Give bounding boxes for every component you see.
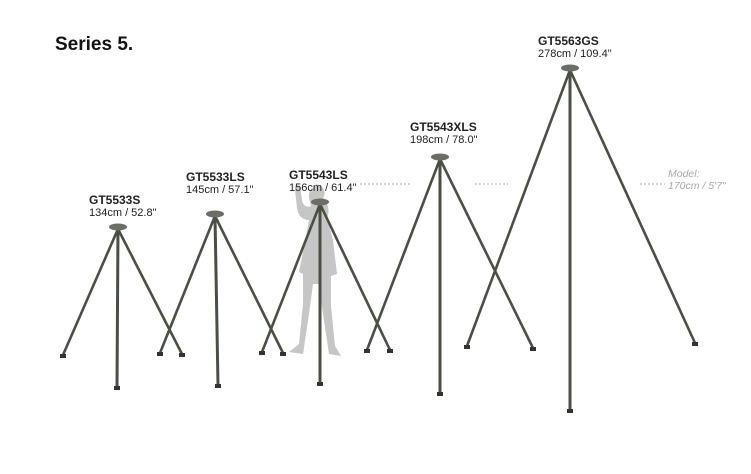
tripod-foot [364, 349, 370, 353]
model-label: Model: [668, 168, 700, 180]
tripod-label-gt5543xls: GT5543XLS 198cm / 78.0" [410, 121, 478, 147]
tripod-name: GT5563GS [538, 34, 599, 48]
tripod-leg [115, 227, 120, 389]
tripod-leg [158, 214, 217, 355]
tripod-leg [213, 214, 220, 387]
tripod-foot [60, 354, 66, 358]
tripod-leg [465, 68, 572, 348]
tripod-label-gt5543ls: GT5543LS 156cm / 61.4" [289, 169, 357, 195]
model-height: 170cm / 5'7" [668, 180, 726, 192]
tripod-foot [179, 353, 185, 357]
tripod-size: 145cm / 57.1" [186, 184, 254, 196]
tripod-leg [438, 157, 535, 350]
tripod-gt5533s [60, 223, 185, 390]
tripod-name: GT5543XLS [410, 120, 477, 134]
tripod-label-gt5563gs: GT5563GS 278cm / 109.4" [538, 35, 612, 61]
tripod-foot [259, 351, 265, 355]
series-title: Series 5. [55, 34, 134, 55]
tripod-foot [437, 392, 443, 396]
tripod-leg [365, 157, 442, 352]
tripod-foot [530, 347, 536, 351]
tripod-leg [318, 202, 392, 352]
tripod-foot [280, 352, 286, 356]
tripod-foot [317, 382, 323, 386]
tripod-size: 278cm / 109.4" [538, 48, 612, 60]
tripod-size: 198cm / 78.0" [410, 134, 478, 146]
tripod-foot [157, 352, 163, 356]
tripod-size: 134cm / 52.8" [89, 207, 157, 219]
tripod-gt5563gs [464, 64, 698, 413]
tripod-leg [213, 214, 285, 355]
tripod-size: 156cm / 61.4" [289, 182, 357, 194]
tripod-gt5533ls [157, 210, 286, 388]
tripod-head [561, 64, 579, 72]
tripod-foot [464, 345, 470, 349]
tripod-leg [568, 68, 697, 345]
tripod-label-gt5533ls: GT5533LS 145cm / 57.1" [186, 171, 254, 197]
tripod-head [431, 153, 449, 161]
tripod-gt5543ls [259, 198, 393, 386]
tripod-head [311, 198, 329, 206]
tripod-foot [567, 409, 573, 413]
tripod-foot [387, 349, 393, 353]
tripod-name: GT5533S [89, 193, 141, 207]
tripod-head [109, 223, 127, 231]
tripod-leg [116, 227, 184, 356]
tripod-leg [61, 227, 120, 357]
model-height-note: Model: 170cm / 5'7" [668, 168, 726, 192]
tripod-foot [215, 384, 221, 388]
tripod-name: GT5543LS [289, 168, 348, 182]
tripod-gt5543xls [364, 153, 536, 396]
model-silhouette [289, 184, 341, 356]
tripod-head [206, 210, 224, 218]
tripod-name: GT5533LS [186, 170, 245, 184]
tripod-label-gt5533s: GT5533S 134cm / 52.8" [89, 194, 157, 220]
tripod-foot [114, 386, 120, 390]
tripod-leg [260, 202, 322, 354]
tripod-foot [692, 342, 698, 346]
